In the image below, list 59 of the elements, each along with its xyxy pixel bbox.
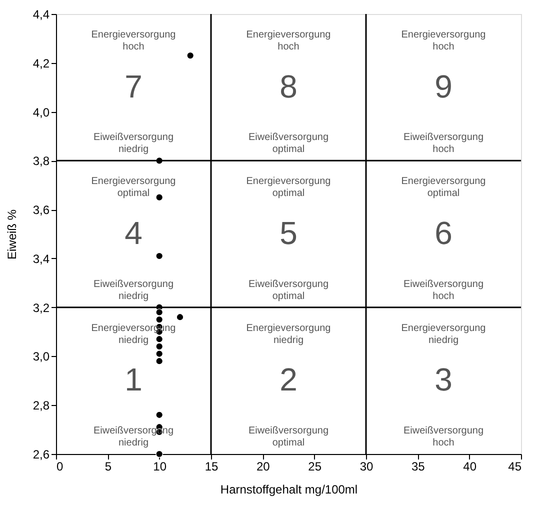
point [156,450,163,458]
point [176,313,184,321]
annotation: Eiweißversorgung hoch [403,426,484,449]
annotation: Energieversorgung niedrig [401,322,486,346]
annotation: 5 [280,215,298,251]
annotation: 8 [280,68,298,104]
annotation: Energieversorgung optimal [246,176,331,200]
y-tick-label: 2,6 [32,448,50,462]
y-tick-label: 2,8 [32,398,50,413]
x-tick-label: 40 [463,460,477,474]
annotation: Eiweißversorgung optimal [248,278,329,302]
point [156,342,163,350]
x-tick-label: 0 [56,460,64,474]
x-tick-label: 10 [153,460,167,474]
annotation: 3 [434,362,452,398]
x-tick-label: 15 [204,460,218,474]
annotation: Eiweißversorgung hoch [403,278,484,302]
x-tick-label: 20 [256,460,270,474]
y-tick-label: 3,2 [32,300,50,315]
y-tick-label: 4,4 [32,8,50,22]
y-tick-label: 3,8 [32,154,50,168]
annotation: 2 [280,362,298,398]
annotation: Energieversorgung niedrig [246,322,331,346]
point [156,411,163,419]
x-tick-label: 25 [308,460,322,474]
y-tick-label: 4,0 [32,105,50,120]
annotation: Energieversorgung hoch [91,30,176,53]
y-tick-label: 3,0 [32,350,50,364]
annotation: 4 [124,215,142,251]
x-tick-label: 30 [360,460,374,474]
annotation: 9 [434,68,452,104]
annotation: Eiweißversorgung optimal [248,426,329,449]
annotation: 1 [124,362,142,398]
annotation: Energieversorgung hoch [401,30,486,53]
x-tick-label: 5 [104,460,112,474]
annotation: 6 [434,215,452,251]
annotation: Energieversorgung hoch [246,30,331,53]
y-axis-title: Eiweiß % [4,209,19,260]
annotation: Eiweißversorgung hoch [403,132,484,156]
x-tick-label: 35 [411,460,426,474]
y-tick-label: 3,4 [32,252,50,266]
point [156,316,163,324]
x-axis-title: Harnstoffgehalt mg/100ml [220,482,358,496]
annotation: Energieversorgung optimal [401,176,486,200]
annotation: 7 [124,68,142,104]
annotation: Energieversorgung optimal [91,176,176,200]
annotation: Eiweißversorgung niedrig [93,132,174,156]
point [156,350,163,358]
point [156,252,163,260]
point [156,308,163,316]
point [186,52,194,60]
point [156,194,163,201]
annotation: Eiweißversorgung optimal [248,132,329,156]
point [156,335,163,343]
point [156,357,163,365]
y-tick-label: 4,2 [32,56,50,70]
y-tick-label: 3,6 [32,203,50,218]
x-tick-label: 45 [508,460,522,474]
annotation: Eiweißversorgung niedrig [93,278,174,302]
